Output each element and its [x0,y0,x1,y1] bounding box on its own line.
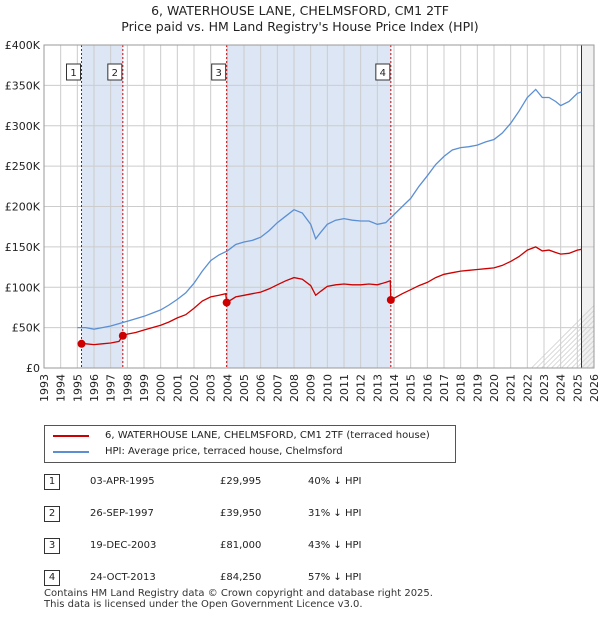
sale-date: 26-SEP-1997 [90,508,154,519]
y-tick-label: £0 [26,362,40,375]
sale-label-box [107,63,123,81]
sale-hpi-diff: 31% ↓ HPI [308,508,362,519]
sale-price: £81,000 [220,540,262,551]
y-tick-label: £200K [5,201,41,214]
property-price-line [81,246,582,346]
footer: Contains HM Land Registry data © Crown c… [44,588,433,610]
sale-label-box [211,63,227,81]
sale-date-lines: 1 2 3 4 [66,45,392,368]
price-chart: 6, WATERHOUSE LANE, CHELMSFORD, CM1 2TF … [5,3,600,402]
sale-row: 2 26-SEP-1997 £39,950 31% ↓ HPI [44,506,444,522]
series [77,88,582,346]
axes: £0 £50K £100K £150K £200K £250K £300K £350K £400… [5,39,600,402]
sale-hpi-diff: 57% ↓ HPI [308,572,362,583]
sale-price: £84,250 [220,572,262,583]
x-tick-label: 2002 [188,374,201,402]
sale-label-text: 3 [215,68,221,79]
x-tick-label: 2001 [171,374,184,402]
x-tick-label: 2024 [555,374,568,402]
x-tick-label: 2013 [371,374,384,402]
x-tick-label: 2017 [438,374,451,402]
x-tick-label: 2020 [488,374,501,402]
sale-point [386,295,395,304]
sale-hpi-diff: 43% ↓ HPI [308,540,362,551]
sale-number: 2 [44,506,60,522]
x-tick-label: 2018 [455,374,468,402]
x-tick-label: 2003 [205,374,218,402]
legend: 6, WATERHOUSE LANE, CHELMSFORD, CM1 2TF … [44,425,456,463]
y-tick-label: £100K [5,281,41,294]
hatch-line [536,303,600,369]
x-tick-label: 2022 [521,374,534,402]
hatch-line [531,298,600,369]
sale-label-box [66,63,81,81]
footer-copyright: Contains HM Land Registry data © Crown c… [44,588,433,599]
x-tick-label: 2026 [588,374,600,402]
x-tick-label: 2021 [505,374,518,402]
sale-number: 1 [44,474,60,490]
x-tick-label: 2008 [288,374,301,402]
x-tick-label: 2006 [255,374,268,402]
x-tick-label: 1995 [71,374,84,402]
legend-swatch-hpi [53,451,89,453]
x-tick-label: 1999 [138,374,151,402]
sale-point [77,339,86,348]
sale-markers [77,295,395,348]
x-tick-label: 2025 [571,374,584,402]
sale-date: 24-OCT-2013 [90,572,156,583]
x-tick-label: 1994 [55,374,68,402]
footer-licence: This data is licensed under the Open Gov… [44,599,363,610]
sale-price: £29,995 [220,476,262,487]
sale-row: 1 03-APR-1995 £29,995 40% ↓ HPI [44,474,444,490]
chart-title: 6, WATERHOUSE LANE, CHELMSFORD, CM1 2TF [151,3,449,18]
sale-row: 4 24-OCT-2013 £84,250 57% ↓ HPI [44,570,444,586]
sale-number: 4 [44,570,60,586]
sale-number: 3 [44,538,60,554]
sale-hpi-diff: 40% ↓ HPI [308,476,362,487]
x-tick-label: 2023 [538,374,551,402]
y-tick-label: £250K [5,160,41,173]
x-tick-label: 2007 [271,374,284,402]
x-tick-label: 2004 [221,374,234,402]
y-tick-label: £350K [5,79,41,92]
sale-label-text: 4 [380,68,386,79]
x-tick-label: 2009 [305,374,318,402]
chart-subtitle: Price paid vs. HM Land Registry's House … [121,19,478,34]
y-tick-label: £50K [12,322,41,335]
x-tick-label: 2012 [355,374,368,402]
x-tick-label: 2000 [155,374,168,402]
grid [43,44,595,369]
x-tick-label: 1993 [38,374,51,402]
sale-point [118,331,127,340]
sale-label-text: 2 [112,68,118,79]
x-tick-label: 2010 [321,374,334,402]
x-tick-label: 2019 [471,374,484,402]
x-tick-label: 2016 [421,374,434,402]
y-tick-label: £400K [5,39,41,52]
x-tick-label: 2005 [238,374,251,402]
plot-frame [43,44,595,369]
sale-label-box [375,63,391,81]
x-tick-label: 2014 [388,374,401,402]
x-tick-label: 2011 [338,374,351,402]
legend-label-property: 6, WATERHOUSE LANE, CHELMSFORD, CM1 2TF … [105,430,430,441]
y-tick-label: £150K [5,241,41,254]
legend-label-hpi: HPI: Average price, terraced house, Chel… [105,446,343,457]
y-tick-label: £300K [5,120,41,133]
sale-label-text: 1 [70,68,76,79]
sale-date: 03-APR-1995 [90,476,155,487]
sale-row: 3 19-DEC-2003 £81,000 43% ↓ HPI [44,538,444,554]
x-tick-label: 1997 [105,374,118,402]
hatch-clip [594,43,600,370]
hpi-line [77,88,582,330]
x-tick-label: 2015 [405,374,418,402]
sale-date: 19-DEC-2003 [90,540,157,551]
x-tick-label: 1998 [121,374,134,402]
sale-point [222,298,231,307]
sale-price: £39,950 [220,508,262,519]
x-tick-label: 1996 [88,374,101,402]
legend-swatch-property [53,435,89,437]
